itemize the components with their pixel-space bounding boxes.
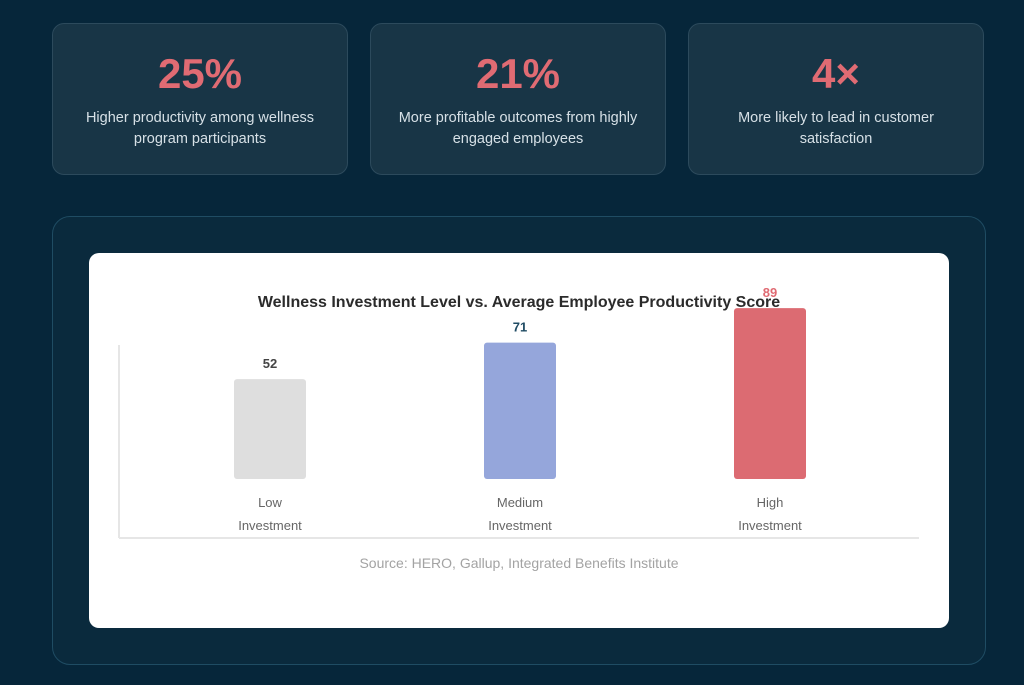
chart-title: Wellness Investment Level vs. Average Em… — [258, 294, 780, 311]
data-label-2: 89 — [763, 285, 777, 300]
data-label-1: 71 — [513, 320, 527, 335]
x-tick-label-0-1: Investment — [238, 518, 302, 533]
x-tick-label-1-1: Investment — [488, 518, 552, 533]
x-tick-label-2-0: High — [757, 495, 784, 510]
bar-2 — [734, 308, 806, 479]
data-label-0: 52 — [263, 356, 277, 371]
x-tick-label-1-0: Medium — [497, 495, 543, 510]
x-tick-label-2-1: Investment — [738, 518, 802, 533]
stat-description: More likely to lead in customer satisfac… — [738, 110, 934, 147]
stat-description: Higher productivity among wellness progr… — [85, 110, 315, 147]
stat-value: 25% — [157, 50, 243, 97]
stat-value: 4× — [812, 50, 860, 97]
stat-card-profitability: 21% More profitable outcomes from highly… — [370, 23, 666, 175]
bar-0 — [234, 379, 306, 479]
chart-source: Source: HERO, Gallup, Integrated Benefit… — [359, 555, 678, 571]
stat-card-customer-satisfaction: 4× More likely to lead in customer satis… — [688, 23, 984, 175]
bar-1 — [484, 342, 556, 479]
stat-card-productivity: 25% Higher productivity among wellness p… — [52, 23, 348, 175]
chart-card: Wellness Investment Level vs. Average Em… — [89, 253, 949, 628]
bar-chart: Wellness Investment Level vs. Average Em… — [118, 285, 919, 571]
stat-description: More profitable outcomes from highly eng… — [398, 110, 638, 147]
x-tick-label-0-0: Low — [258, 495, 282, 510]
stat-value: 21% — [475, 50, 561, 97]
